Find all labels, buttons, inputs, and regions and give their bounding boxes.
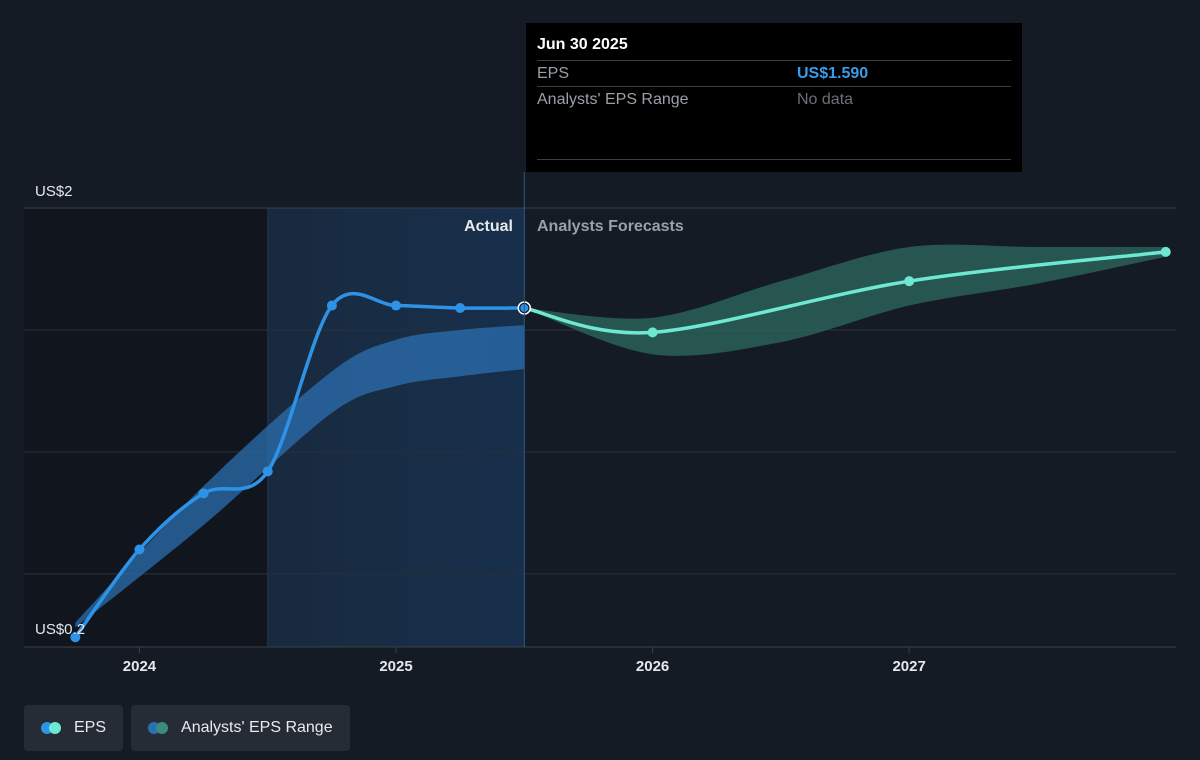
eps-point-actual[interactable] xyxy=(134,544,145,555)
tooltip-eps-value: US$1.590 xyxy=(797,64,869,82)
past-region-shade xyxy=(24,208,268,647)
x-tick-label: 2027 xyxy=(892,658,925,675)
range-band-actual xyxy=(75,325,525,628)
tooltip-date: Jun 30 2025 xyxy=(537,36,628,53)
y-tick-label-bottom: US$0.2 xyxy=(35,621,85,638)
eps-point-actual[interactable] xyxy=(455,302,466,313)
eps-point-actual[interactable] xyxy=(70,632,81,643)
actual-label: Actual xyxy=(464,218,513,235)
tooltip-range-label: Analysts' EPS Range xyxy=(537,90,689,108)
x-tick-label: 2026 xyxy=(636,658,669,675)
x-tick-label: 2025 xyxy=(379,658,412,675)
eps-point-forecast[interactable] xyxy=(647,327,658,338)
tooltip-row-eps: EPS US$1.590 xyxy=(537,60,1011,86)
legend-eps-label: EPS xyxy=(74,719,107,736)
tooltip-row-range: Analysts' EPS Range No data xyxy=(537,86,1011,112)
range-dots-icon xyxy=(148,722,172,734)
eps-point-actual[interactable] xyxy=(326,300,337,311)
x-tick-label: 2024 xyxy=(123,658,157,675)
legend-eps[interactable]: EPS xyxy=(24,705,124,751)
tooltip: Jun 30 2025 EPS US$1.590 Analysts' EPS R… xyxy=(526,23,1022,172)
forecast-label: Analysts Forecasts xyxy=(537,218,684,235)
eps-point-forecast[interactable] xyxy=(904,276,915,287)
eps-dots-icon xyxy=(41,722,65,734)
y-tick-label-top: US$2 xyxy=(35,183,73,200)
legend-eps-range[interactable]: Analysts' EPS Range xyxy=(131,705,350,751)
eps-chart: US$2 US$0.2 Actual Analysts Forecasts 20… xyxy=(24,172,1176,675)
tooltip-range-value: No data xyxy=(797,90,854,108)
eps-line-forecast xyxy=(522,250,1168,335)
eps-point-actual[interactable] xyxy=(262,466,273,477)
eps-point-actual[interactable] xyxy=(198,488,209,499)
legend-range-label: Analysts' EPS Range xyxy=(181,719,333,736)
x-axis-ticks: 2024 2025 2026 2027 xyxy=(123,647,926,675)
eps-point-forecast[interactable] xyxy=(1160,246,1171,257)
tooltip-eps-label: EPS xyxy=(537,64,570,82)
tooltip-divider xyxy=(537,159,1011,160)
eps-point-actual[interactable] xyxy=(391,300,402,311)
legend: EPS Analysts' EPS Range xyxy=(24,705,350,751)
